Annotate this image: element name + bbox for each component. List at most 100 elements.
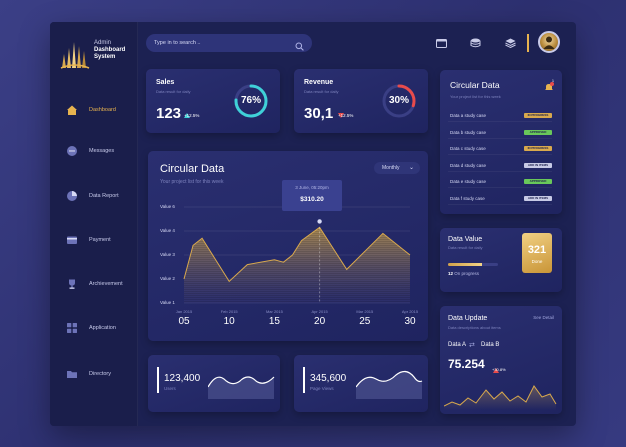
- status-badge: ADD IN ITEMS: [524, 162, 552, 168]
- users-value: 123,400: [164, 373, 201, 384]
- search-input[interactable]: [154, 40, 294, 46]
- avatar[interactable]: [538, 31, 560, 53]
- sidebar-item-archievement[interactable]: Archievement: [66, 276, 136, 292]
- dashboard-window: Admin Dashboard System Dashboard Message…: [50, 22, 576, 426]
- done-label: Done: [531, 259, 543, 264]
- search-icon[interactable]: [295, 38, 304, 56]
- done-number: 321: [527, 244, 547, 256]
- sidebar-item-label: Payment: [89, 237, 111, 243]
- sales-percent: 76%: [240, 95, 261, 106]
- y-tick-label: Value 4: [160, 228, 175, 233]
- page-views-sparkline: [356, 370, 423, 399]
- sidebar-item-label: Dashboard: [89, 107, 116, 113]
- period-dropdown[interactable]: Monthly ⌄: [374, 162, 420, 174]
- list-item[interactable]: Data e study case APPROVED: [448, 176, 552, 188]
- data-b-label[interactable]: Data B: [481, 342, 500, 348]
- list-item[interactable]: Data f study case ADD IN ITEMS: [448, 193, 552, 205]
- sales-title: Sales: [156, 79, 175, 86]
- pie-chart-icon: [66, 190, 78, 202]
- progress-fill: [448, 263, 482, 266]
- notification-count: 1: [552, 79, 554, 83]
- list-item-name: Data e study case: [450, 179, 487, 184]
- chevron-down-icon: ⌄: [408, 165, 414, 171]
- sidebar-item-data-report[interactable]: Data Report: [66, 188, 136, 204]
- revenue-value: 30,1: [304, 105, 334, 122]
- list-item[interactable]: Data a study case IN PROGRESS: [448, 110, 552, 122]
- topbar-divider: [527, 34, 529, 52]
- wallet-icon: [66, 234, 78, 246]
- sidebar: Admin Dashboard System Dashboard Message…: [50, 22, 138, 426]
- data-update-title: Data Update: [448, 315, 488, 322]
- revenue-subtitle: Data result for daily: [304, 89, 339, 94]
- window-icon[interactable]: [434, 37, 448, 49]
- revenue-title: Revenue: [304, 79, 334, 86]
- status-badge: IN PROGRESS: [524, 113, 552, 118]
- database-icon[interactable]: [468, 37, 482, 49]
- sidebar-item-messages[interactable]: Messages: [66, 143, 136, 159]
- main-chart-card: Circular Data Your project list for this…: [148, 151, 428, 341]
- x-day-label: 15: [268, 316, 280, 327]
- sales-card: Sales Data result for daily 123 +12.5% 7…: [146, 69, 280, 133]
- x-day-label: 30: [404, 316, 416, 327]
- series-line: [183, 226, 411, 283]
- x-day-label: 25: [359, 316, 371, 327]
- revenue-percent: 30%: [388, 95, 409, 106]
- status-badge: APPROVED: [524, 129, 552, 135]
- bell-icon[interactable]: [544, 79, 554, 97]
- trophy-icon: [66, 278, 78, 290]
- list-item-name: Data c study case: [450, 146, 486, 151]
- x-day-label: 10: [223, 316, 235, 327]
- sales-value: 123: [156, 105, 182, 122]
- data-value-subtitle: Data result for daily: [448, 245, 483, 250]
- layers-icon[interactable]: [503, 37, 517, 49]
- chart-tooltip: 3 June, 05:20pm $310.20: [282, 180, 342, 211]
- data-a-label[interactable]: Data A: [448, 342, 467, 348]
- user-icon: [543, 36, 555, 49]
- sales-delta: +12.5%: [184, 113, 200, 118]
- list-item[interactable]: Data d study case ADD IN ITEMS: [448, 160, 552, 172]
- sidebar-item-payment[interactable]: Payment: [66, 232, 136, 248]
- page-views-card: 345,600 Page Views: [294, 355, 428, 412]
- data-value-title: Data Value: [448, 236, 483, 243]
- x-month-label: Mar 2015: [265, 309, 283, 314]
- list-item[interactable]: Data b study case APPROVED: [448, 127, 552, 139]
- x-day-label: 05: [178, 316, 190, 327]
- status-badge: IN PROGRESS: [524, 146, 552, 151]
- area-chart[interactable]: [148, 151, 428, 341]
- home-icon: [66, 104, 78, 116]
- top-bar: [146, 31, 570, 56]
- sidebar-item-label: Application: [89, 325, 116, 331]
- data-update-subtitle: Data descriptions about items: [448, 325, 501, 330]
- done-badge: 321 Done: [522, 233, 552, 273]
- list-item[interactable]: Data c study case IN PROGRESS: [448, 143, 552, 155]
- y-tick-label: Value 2: [160, 276, 175, 281]
- chart-subtitle: Your project list for this week: [160, 179, 224, 185]
- sidebar-item-label: Directory: [89, 371, 112, 377]
- sidebar-item-dashboard[interactable]: Dashboard: [66, 102, 136, 118]
- x-month-label: Mar 2015: [356, 309, 374, 314]
- grid-icon: [66, 322, 78, 334]
- sidebar-item-directory[interactable]: Directory: [66, 366, 136, 382]
- x-month-label: Jan 2015: [175, 309, 193, 314]
- see-detail-link[interactable]: See Detail: [533, 315, 554, 320]
- progress-text: On progress: [454, 271, 480, 276]
- sidebar-item-label: Archievement: [89, 281, 123, 287]
- revenue-card: Revenue Data result for daily 30,1 +12.5…: [294, 69, 428, 133]
- arrow-up-icon: [184, 105, 190, 123]
- brand-line-2: Dashboard: [94, 47, 126, 53]
- folder-icon: [66, 368, 78, 380]
- list-item-name: Data d study case: [450, 162, 487, 168]
- sales-subtitle: Data result for daily: [156, 89, 191, 94]
- brand-logo[interactable]: Admin Dashboard System: [60, 36, 136, 72]
- revenue-progress-ring: [382, 84, 416, 118]
- x-month-label: Feb 2015: [220, 309, 238, 314]
- list-item-name: Data a study case: [450, 113, 487, 118]
- sidebar-item-label: Messages: [89, 148, 115, 154]
- sidebar-item-application[interactable]: Application: [66, 320, 136, 336]
- arrow-up-icon: [493, 360, 499, 378]
- tooltip-value: $310.20: [300, 196, 324, 203]
- swap-icon[interactable]: ⇄: [469, 342, 475, 349]
- highlight-point[interactable]: [317, 219, 322, 224]
- users-sparkline: [208, 376, 275, 399]
- data-update-delta: +30.8%: [492, 367, 506, 372]
